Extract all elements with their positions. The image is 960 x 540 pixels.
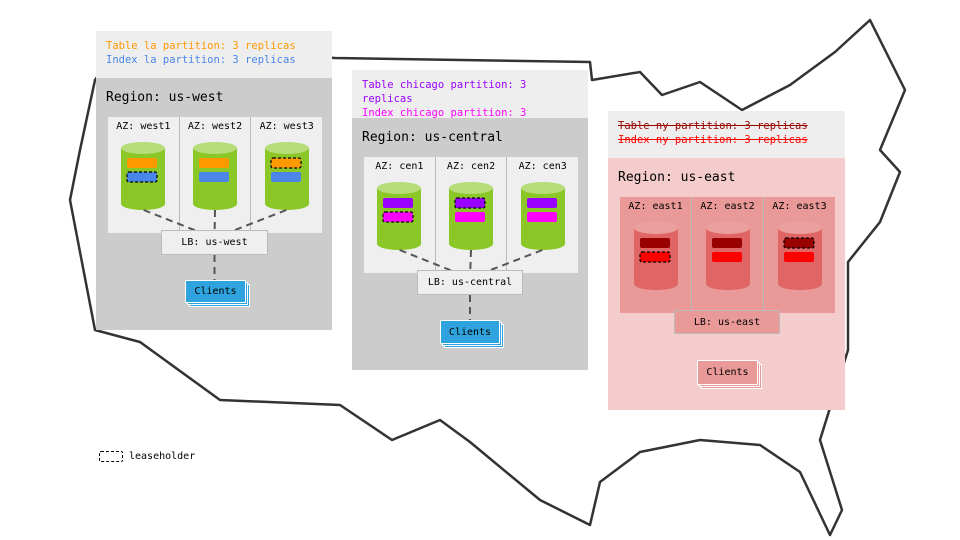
legend: leaseholder [99, 451, 195, 462]
database-cylinder-icon [377, 182, 422, 250]
zone-label: AZ: cen1 [375, 161, 424, 172]
zone-label: AZ: east1 [628, 201, 683, 212]
availability-zone: AZ: cen3 [506, 157, 578, 273]
partition-line: Index ny partition: 3 replicas [618, 134, 808, 146]
availability-zone: AZ: east2 [691, 197, 763, 313]
availability-zone: AZ: cen1 [364, 157, 435, 273]
load-balancer: LB: us-east [674, 310, 780, 334]
zone-label: AZ: cen2 [446, 161, 496, 172]
partition-line: Index la partition: 3 replicas [106, 54, 296, 66]
region-title: Region: us-east [618, 170, 736, 185]
availability-zones: AZ: cen1 AZ: cen2 AZ: cen3 [364, 157, 578, 273]
partition-line: Table la partition: 3 replicas [106, 40, 296, 52]
database-cylinder-icon [777, 222, 822, 290]
index-replica [455, 212, 485, 222]
legend-label: leaseholder [129, 451, 196, 462]
index-replica [126, 171, 158, 183]
index-replica [783, 252, 814, 262]
zone-label: AZ: west3 [259, 121, 314, 132]
zone-label: AZ: west1 [116, 121, 171, 132]
leaseholder-legend-swatch [99, 451, 123, 462]
region-title: Region: us-central [362, 130, 503, 145]
table-replica [454, 197, 486, 209]
index-replica [199, 172, 229, 182]
table-replica [199, 158, 229, 168]
table-replica [711, 238, 742, 248]
availability-zone: AZ: east3 [763, 197, 835, 313]
database-cylinder-icon [633, 222, 678, 290]
index-replica [638, 251, 671, 263]
availability-zone: AZ: west1 [108, 117, 179, 233]
database-cylinder-icon [705, 222, 750, 290]
database-cylinder-icon [449, 182, 493, 250]
zone-label: AZ: east3 [772, 201, 827, 212]
availability-zone: AZ: east1 [620, 197, 691, 313]
table-replica [526, 198, 557, 208]
index-replica [711, 252, 742, 262]
table-replica [639, 238, 670, 248]
index-replica [526, 212, 557, 222]
index-replica [382, 211, 414, 223]
clients-box: Clients [440, 320, 500, 344]
partition-header: Table ny partition: 3 replicas Index ny p… [608, 111, 845, 158]
database-cylinder-icon [264, 142, 309, 210]
table-replica [383, 198, 414, 208]
database-cylinder-icon [121, 142, 166, 210]
partition-header: Table la partition: 3 replicas Index la p… [96, 31, 332, 78]
clients-box: Clients [697, 360, 758, 385]
partition-header: Table chicago partition: 3 replicas Index… [352, 70, 588, 133]
clients-box: Clients [185, 280, 246, 303]
table-replica [127, 158, 158, 168]
availability-zones: AZ: east1 AZ: east2 AZ: east3 [620, 197, 835, 313]
zone-label: AZ: west2 [187, 121, 243, 132]
table-replica [782, 237, 815, 249]
availability-zone: AZ: cen2 [434, 157, 507, 273]
partition-line: Table ny partition: 3 replicas [618, 120, 808, 132]
availability-zone: AZ: west2 [178, 117, 251, 233]
partition-line: Table chicago partition: 3 replicas [362, 79, 527, 105]
availability-zones: AZ: west1 AZ: west2 AZ: west3 [108, 117, 322, 233]
database-cylinder-icon [520, 182, 565, 250]
table-replica [270, 157, 302, 169]
index-replica [270, 172, 301, 182]
database-cylinder-icon [193, 142, 237, 210]
load-balancer: LB: us-central [417, 270, 523, 295]
zone-label: AZ: cen3 [518, 161, 567, 172]
zone-label: AZ: east2 [700, 201, 755, 212]
availability-zone: AZ: west3 [250, 117, 322, 233]
region-title: Region: us-west [106, 90, 224, 105]
load-balancer: LB: us-west [161, 230, 268, 255]
